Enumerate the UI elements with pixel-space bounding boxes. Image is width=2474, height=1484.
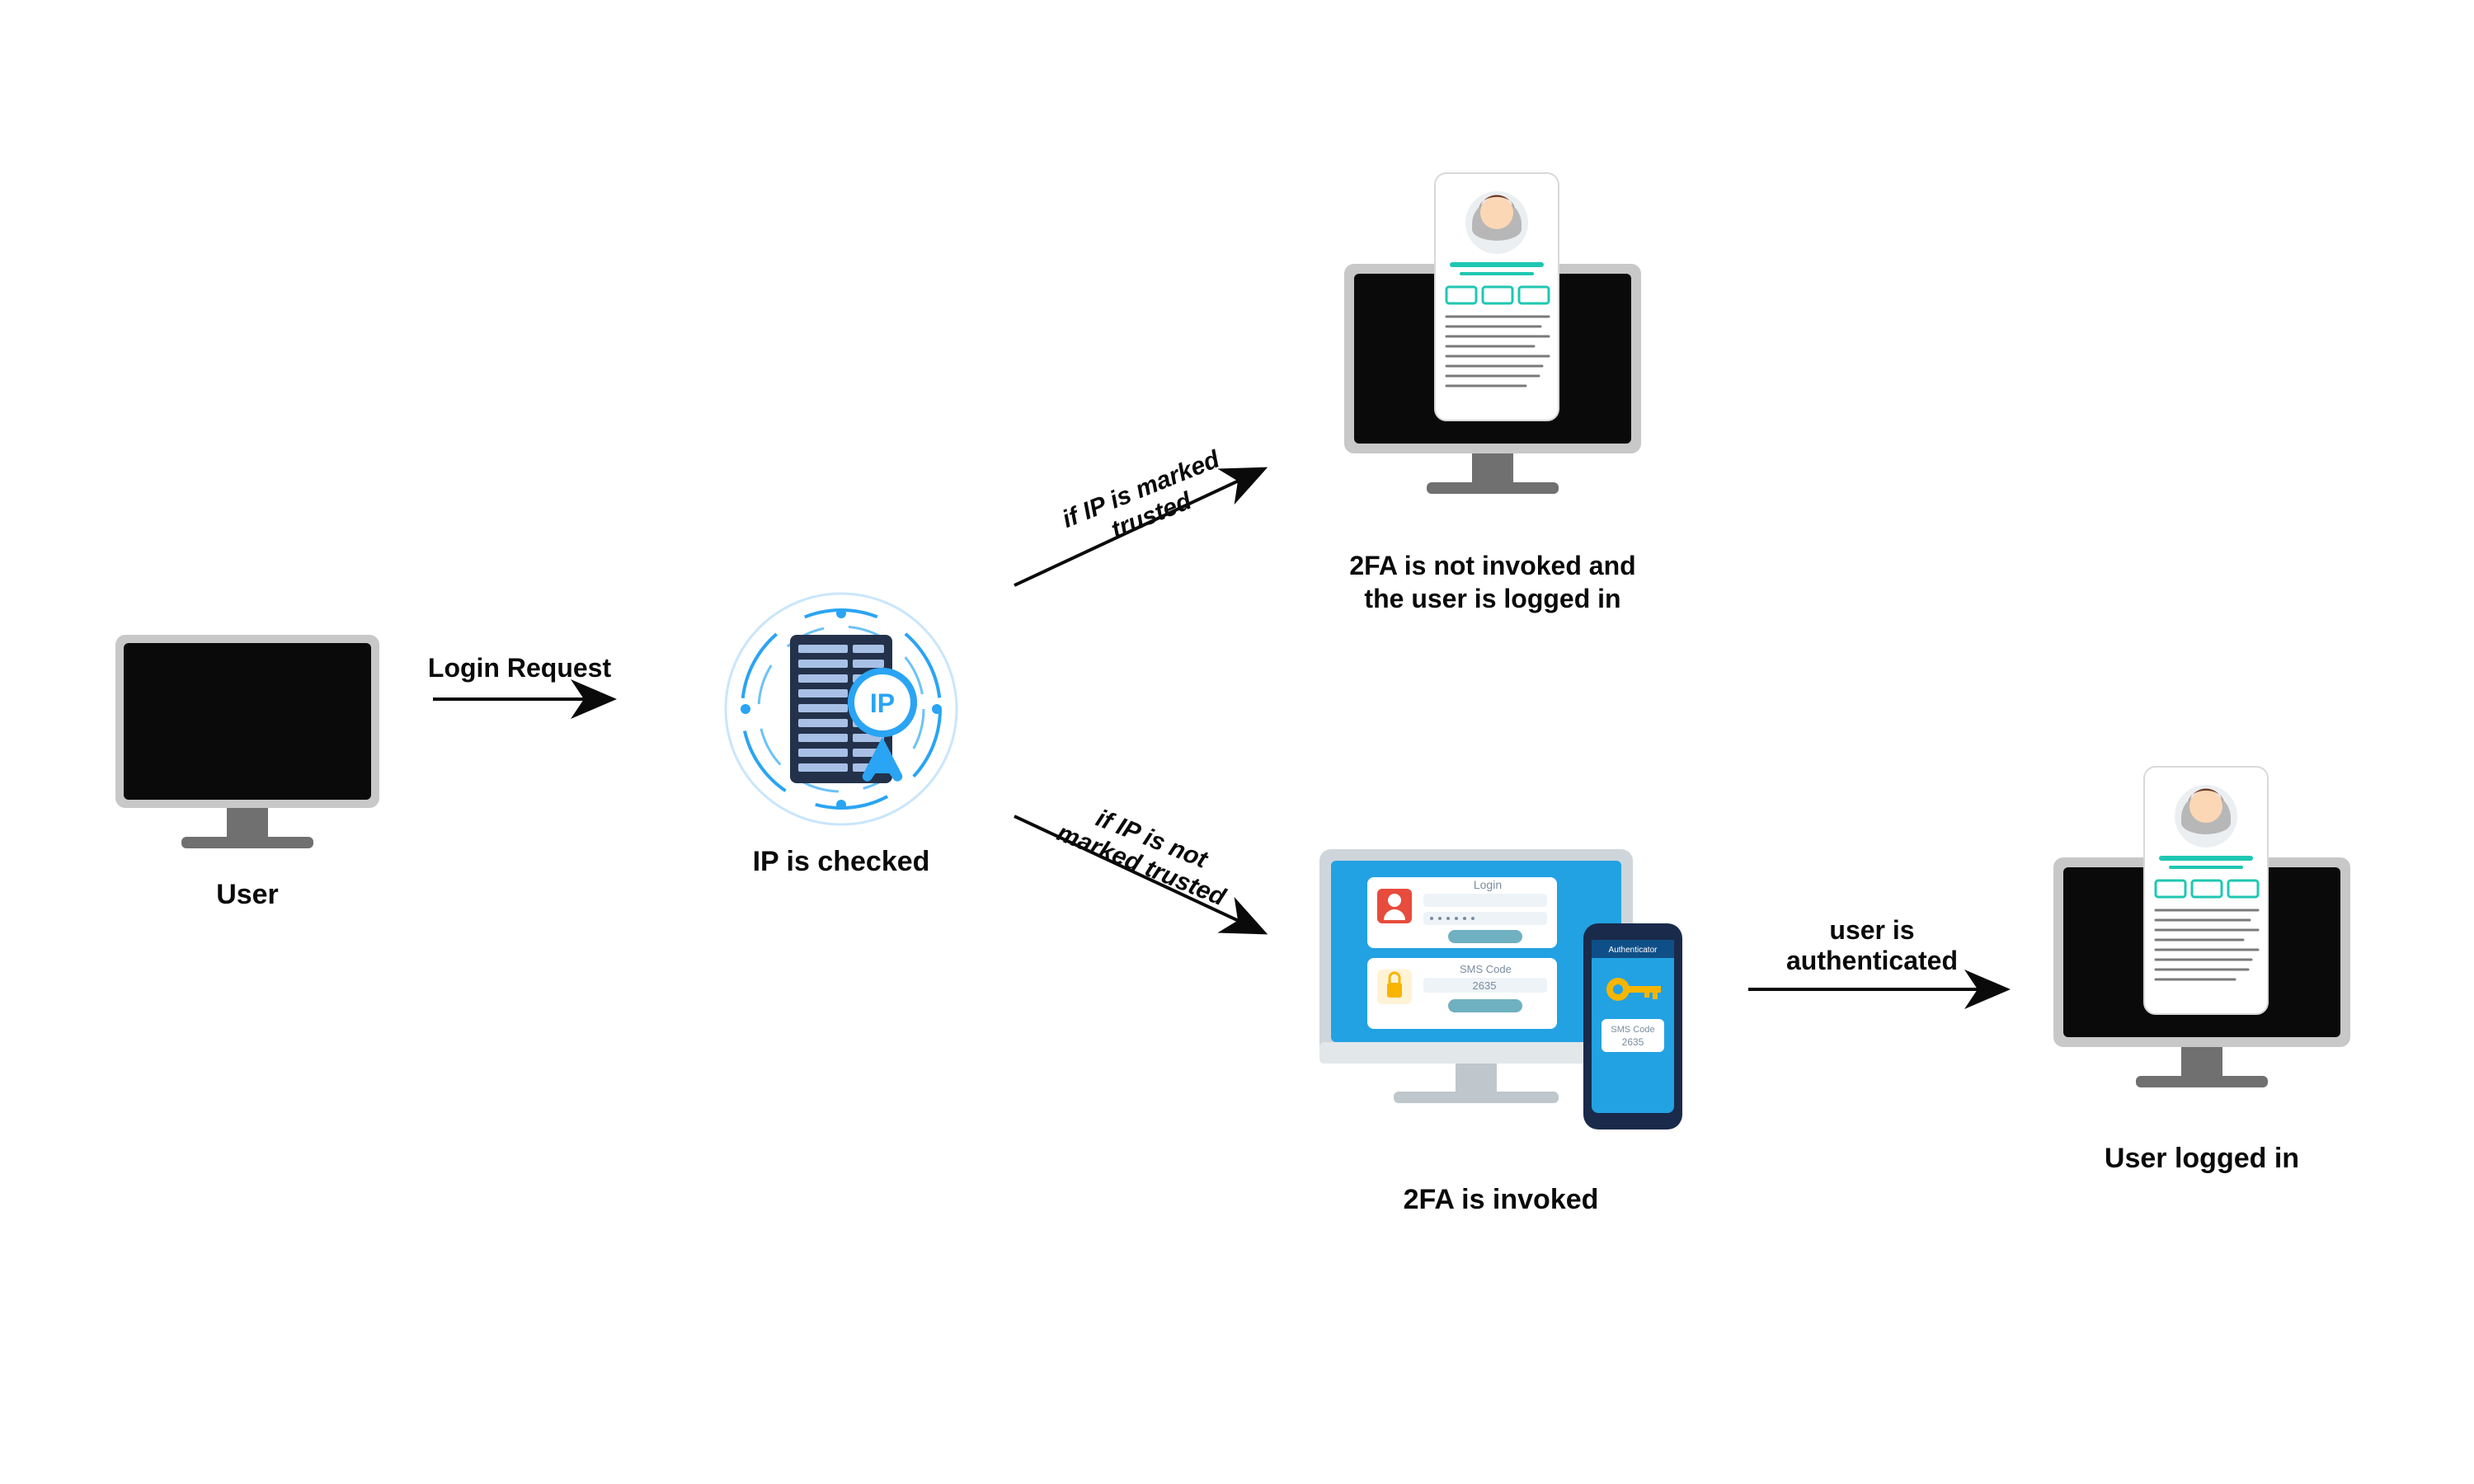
- edge-trusted-label: if IP is marked trusted: [1021, 430, 1272, 575]
- svg-text:Authenticator: Authenticator: [1609, 946, 1658, 955]
- svg-text:SMS Code: SMS Code: [1611, 1025, 1654, 1035]
- node-user: User: [99, 627, 396, 911]
- node-logged-in-label: User logged in: [2004, 1143, 2400, 1175]
- profile-monitor-icon: [2004, 758, 2400, 1138]
- twofa-icon: Login SMS Code 2635 Authenticator: [1295, 833, 1707, 1179]
- node-twofa-label: 2FA is invoked: [1295, 1184, 1707, 1216]
- profile-monitor-icon: [1295, 165, 1691, 544]
- node-ip-check: IP IP is checked: [709, 577, 973, 878]
- node-no-2fa: 2FA is not invoked and the user is logge…: [1295, 165, 1691, 615]
- node-ip-check-label: IP is checked: [709, 846, 973, 878]
- edge-authenticated-label: user is authenticated: [1748, 915, 1996, 976]
- edge-login-request-label: Login Request: [416, 653, 623, 683]
- node-user-label: User: [99, 879, 396, 911]
- svg-text:2635: 2635: [1473, 979, 1497, 992]
- diagram-stage: User: [0, 0, 2474, 1484]
- edge-not-trusted-label: if IP is not marked trusted: [1021, 780, 1272, 924]
- svg-text:IP: IP: [870, 688, 895, 718]
- node-twofa: Login SMS Code 2635 Authenticator: [1295, 833, 1707, 1216]
- monitor-icon: [99, 627, 396, 874]
- svg-text:SMS Code: SMS Code: [1460, 963, 1512, 975]
- svg-text:2635: 2635: [1622, 1036, 1644, 1048]
- node-no-2fa-label: 2FA is not invoked and the user is logge…: [1295, 549, 1691, 615]
- ip-check-icon: IP: [709, 577, 973, 841]
- twofa-login-text: Login: [1474, 878, 1502, 891]
- node-logged-in: User logged in: [2004, 758, 2400, 1175]
